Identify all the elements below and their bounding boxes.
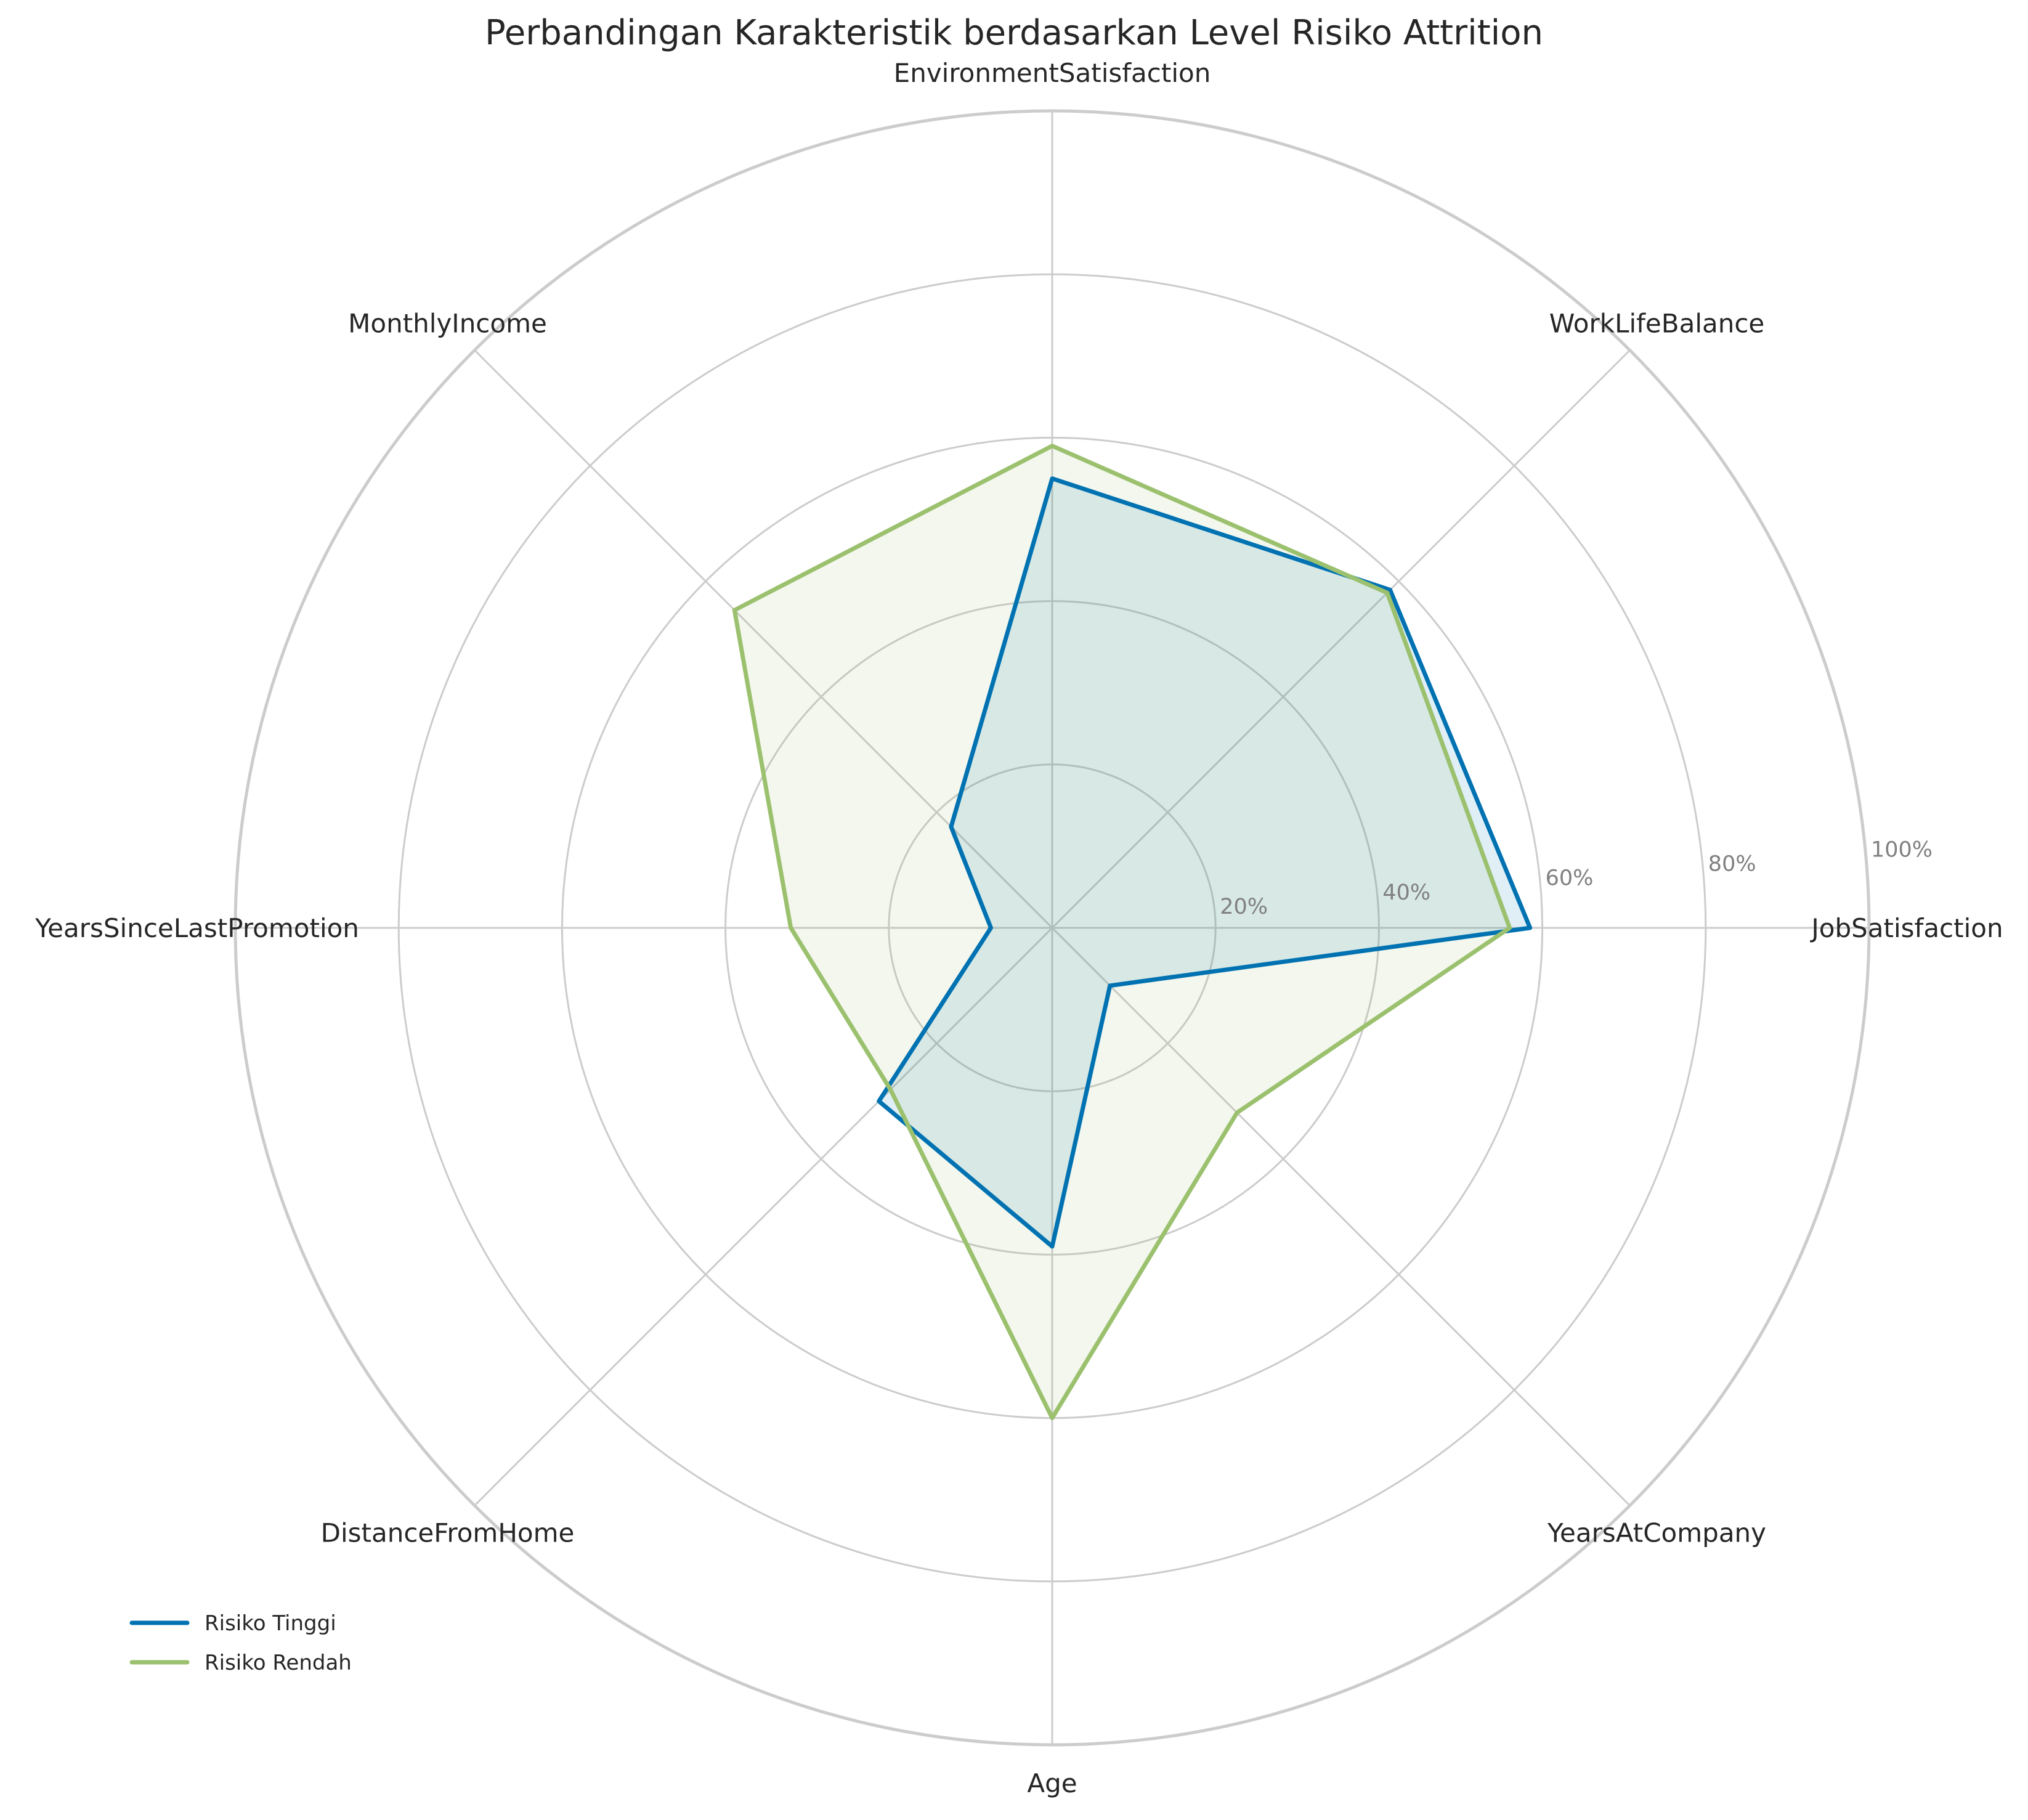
axis-label-layer: JobSatisfaction WorkLifeBalance Environmen… [34, 58, 2003, 1798]
axis-label-yearsatcompany: YearsAtCompany [1547, 1518, 1766, 1548]
series-area-risiko-rendah [734, 445, 1510, 1418]
spoke-distancefromhome [474, 927, 1053, 1506]
legend-label-risiko-tinggi: Risiko Tinggi [205, 1611, 336, 1636]
tick-label-80: 80% [1708, 852, 1756, 877]
series-line-risiko-rendah [732, 444, 1512, 1421]
legend: Risiko Tinggi Risiko Rendah [129, 1611, 352, 1675]
axis-label-distancefromhome: DistanceFromHome [321, 1518, 575, 1548]
series-layer [732, 444, 1533, 1421]
tick-label-60: 60% [1546, 866, 1594, 891]
spoke-monthlyincome [474, 349, 1053, 929]
axis-label-yearssincelastpromotion: YearsSinceLastPromotion [34, 913, 359, 943]
tick-label-20: 20% [1220, 895, 1268, 919]
grid-layer [233, 109, 1871, 1747]
legend-label-risiko-rendah: Risiko Rendah [205, 1651, 352, 1675]
axis-label-jobsatisfaction: JobSatisfaction [1809, 913, 2003, 943]
tick-label-layer: 20% 40% 60% 80% 100% [1220, 837, 1933, 919]
axis-label-monthlyincome: MonthlyIncome [348, 309, 547, 339]
tick-label-40: 40% [1382, 880, 1430, 905]
axis-label-age: Age [1027, 1768, 1077, 1798]
axis-label-environmentsatisfaction: EnvironmentSatisfaction [894, 58, 1211, 88]
spoke-worklifebalance [1051, 349, 1631, 929]
spoke-yearsatcompany [1051, 927, 1631, 1506]
chart-title: Perbandingan Karakteristik berdasarkan L… [485, 13, 1543, 53]
axis-label-worklifebalance: WorkLifeBalance [1549, 309, 1765, 339]
tick-label-100: 100% [1871, 837, 1933, 862]
series-line-risiko-tinggi [877, 476, 1533, 1249]
series-area-risiko-tinggi [878, 478, 1530, 1247]
